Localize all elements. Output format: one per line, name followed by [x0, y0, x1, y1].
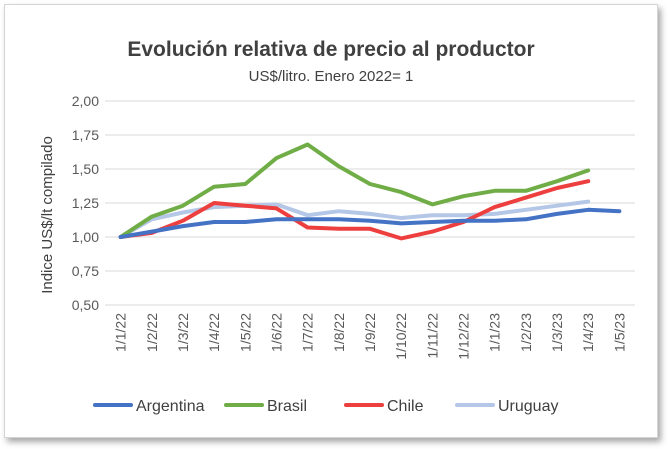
series-line-brasil: [118, 142, 591, 239]
x-tick-label: 1/8/22: [331, 313, 347, 352]
series-lines: [118, 142, 622, 241]
x-tick-label: 1/9/22: [362, 313, 378, 352]
x-tick-label: 1/12/22: [456, 313, 472, 360]
legend-label: Uruguay: [498, 398, 558, 415]
y-tick-label: 0,75: [72, 263, 99, 279]
legend-label: Chile: [387, 398, 424, 415]
series-line-argentina: [118, 207, 622, 239]
legend-label: Argentina: [136, 398, 205, 415]
y-axis-label: Indice US$/lt compilado: [39, 136, 56, 294]
y-tick-label: 2,00: [72, 93, 99, 109]
chart-svg: Evolución relativa de precio al producto…: [39, 38, 635, 415]
x-tick-label: 1/5/23: [611, 313, 627, 352]
x-axis-ticks: 1/1/22 1/2/22 1/3/22 1/4/22 1/5/22 1/6/22 1/7/…: [113, 313, 628, 360]
gridlines: [105, 100, 635, 306]
y-tick-label: 1,75: [72, 127, 99, 143]
chart-frame: Evolución relativa de precio al producto…: [4, 4, 658, 438]
x-tick-label: 1/4/23: [580, 313, 596, 352]
series-line-chile: [118, 179, 591, 241]
y-tick-label: 1,00: [72, 229, 99, 245]
x-tick-label: 1/11/22: [424, 313, 440, 359]
x-tick-label: 1/2/22: [144, 313, 160, 352]
x-tick-label: 1/2/23: [518, 313, 534, 352]
x-tick-label: 1/1/23: [487, 313, 503, 352]
x-tick-label: 1/5/22: [237, 313, 253, 352]
x-tick-label: 1/7/22: [300, 313, 316, 352]
x-tick-label: 1/1/22: [113, 313, 129, 352]
chart-title: Evolución relativa de precio al producto…: [127, 38, 534, 61]
y-tick-label: 0,50: [72, 297, 99, 313]
chart-subtitle: US$/litro. Enero 2022= 1: [249, 68, 414, 85]
x-tick-label: 1/3/22: [175, 313, 191, 352]
y-tick-label: 1,50: [72, 161, 99, 177]
x-tick-label: 1/10/22: [393, 313, 409, 360]
legend-label: Brasil: [267, 398, 307, 415]
y-tick-label: 1,25: [72, 195, 99, 211]
x-tick-label: 1/3/23: [549, 313, 565, 352]
legend: Argentina Brasil Chile Uruguay: [93, 398, 558, 415]
y-axis-ticks: 0,50 0,75 1,00 1,25 1,50 1,75 2,00: [72, 93, 99, 313]
x-tick-label: 1/6/22: [268, 313, 284, 352]
x-tick-label: 1/4/22: [206, 313, 222, 352]
